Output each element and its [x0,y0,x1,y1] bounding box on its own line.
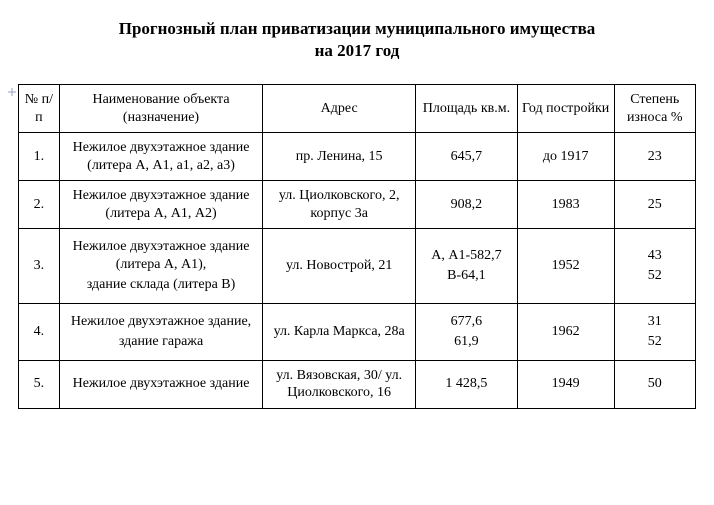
table-row: 5. Нежилое двухэтажное здание ул. Вязовс… [19,360,696,408]
cell-addr: ул. Карла Маркса, 28а [263,303,416,360]
cell-name-b: здание склада (литера В) [64,276,259,294]
cell-area-a: А, А1-582,7 [420,247,513,265]
cell-addr: ул. Вязовская, 30/ ул. Циолковского, 16 [263,360,416,408]
col-num: № п/п [19,85,60,133]
cell-wear-a: 31 [619,313,691,331]
cell-addr: ул. Циолковского, 2, корпус 3а [263,181,416,229]
cell-area: 908,2 [416,181,518,229]
cell-wear: 25 [614,181,695,229]
cell-num: 5. [19,360,60,408]
cell-year: 1949 [517,360,614,408]
cell-wear-b: 52 [619,333,691,351]
cell-num: 1. [19,133,60,181]
col-year: Год постройки [517,85,614,133]
cell-area-b: 61,9 [420,333,513,351]
cell-year: 1983 [517,181,614,229]
table-row: 4. Нежилое двухэтажное здание, здание га… [19,303,696,360]
cell-name: Нежилое двухэтажное здание (литера А, А1… [59,229,263,304]
cell-wear: 43 52 [614,229,695,304]
cell-num: 3. [19,229,60,304]
cell-addr: пр. Ленина, 15 [263,133,416,181]
cell-area: 677,6 61,9 [416,303,518,360]
cell-wear: 31 52 [614,303,695,360]
cell-wear: 50 [614,360,695,408]
cell-wear: 23 [614,133,695,181]
cell-area-b: В-64,1 [420,267,513,285]
privatization-table: № п/п Наименование объекта (назначение) … [18,84,696,409]
cell-wear-a: 43 [619,247,691,265]
cell-name: Нежилое двухэтажное здание, здание гараж… [59,303,263,360]
cell-addr: ул. Новострой, 21 [263,229,416,304]
col-wear: Степень износа % [614,85,695,133]
cell-name: Нежилое двухэтажное здание (литера А, А1… [59,181,263,229]
col-addr: Адрес [263,85,416,133]
table-row: 3. Нежилое двухэтажное здание (литера А,… [19,229,696,304]
cell-name-a: Нежилое двухэтажное здание, [64,313,259,331]
cell-area: 645,7 [416,133,518,181]
col-area: Площадь кв.м. [416,85,518,133]
cell-area-a: 677,6 [420,313,513,331]
cell-name-b: здание гаража [64,333,259,351]
cell-area: 1 428,5 [416,360,518,408]
cell-num: 2. [19,181,60,229]
cell-year: 1952 [517,229,614,304]
cell-name: Нежилое двухэтажное здание (литера А, А1… [59,133,263,181]
cell-name: Нежилое двухэтажное здание [59,360,263,408]
anchor-icon [8,88,16,96]
table-row: 1. Нежилое двухэтажное здание (литера А,… [19,133,696,181]
cell-num: 4. [19,303,60,360]
page-title: Прогнозный план приватизации муниципальн… [18,18,696,62]
title-line-2: на 2017 год [315,41,400,60]
title-line-1: Прогнозный план приватизации муниципальн… [119,19,596,38]
table-header-row: № п/п Наименование объекта (назначение) … [19,85,696,133]
cell-name-a: Нежилое двухэтажное здание (литера А, А1… [64,238,259,273]
document-page: Прогнозный план приватизации муниципальн… [0,0,714,409]
cell-year: 1962 [517,303,614,360]
cell-year: до 1917 [517,133,614,181]
cell-area: А, А1-582,7 В-64,1 [416,229,518,304]
col-name: Наименование объекта (назначение) [59,85,263,133]
table-row: 2. Нежилое двухэтажное здание (литера А,… [19,181,696,229]
cell-wear-b: 52 [619,267,691,285]
